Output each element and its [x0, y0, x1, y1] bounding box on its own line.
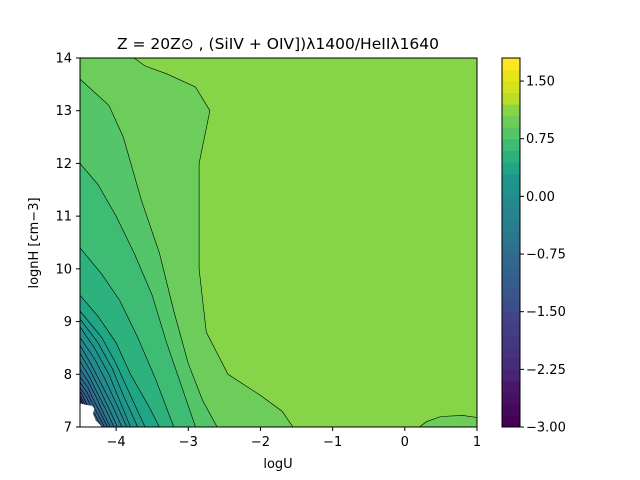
colorbar: [501, 57, 521, 428]
colorbar-segment: [502, 81, 520, 94]
plot-frame: [79, 57, 478, 428]
y-tick-label: 12: [55, 157, 72, 172]
chart-title: Z = 20Z⊙ , (SiIV + OIV])λ1400/HeIIλ1640: [117, 35, 439, 53]
y-tick-label: 7: [64, 421, 72, 436]
colorbar-segment: [502, 346, 520, 359]
colorbar-segment: [502, 242, 520, 255]
blank-region: [80, 403, 102, 427]
y-tick-label: 14: [55, 52, 72, 67]
colorbar-tick-label: −1.50: [526, 305, 566, 320]
colorbar-segment: [502, 207, 520, 220]
colorbar-segment: [502, 311, 520, 324]
colorbar-segment: [502, 184, 520, 197]
y-tick-label: 8: [64, 368, 72, 383]
colorbar-segment: [502, 300, 520, 313]
x-tick-label: −1: [323, 435, 342, 450]
x-tick-label: 1: [473, 435, 481, 450]
colorbar-segment: [502, 115, 520, 128]
colorbar-segment: [502, 58, 520, 71]
colorbar-segment: [502, 196, 520, 209]
y-tick-label: 9: [64, 315, 72, 330]
y-ticks: 7 8 9 10 11 12 13 14: [55, 52, 80, 436]
colorbar-segment: [502, 392, 520, 405]
colorbar-segment: [502, 104, 520, 117]
y-tick-label: 10: [55, 262, 72, 277]
x-axis-label: logU: [263, 457, 292, 472]
colorbar-segment: [502, 127, 520, 140]
colorbar-segment: [502, 265, 520, 278]
colorbar-segment: [502, 92, 520, 105]
colorbar-segment: [502, 323, 520, 336]
colorbar-segment: [502, 277, 520, 290]
colorbar-segment: [502, 380, 520, 393]
colorbar-tick-label: 0.00: [526, 190, 555, 205]
x-tick-label: −4: [107, 435, 126, 450]
colorbar-segment: [502, 230, 520, 243]
colorbar-tick-label: 0.75: [526, 132, 555, 147]
colorbar-segment: [502, 415, 520, 428]
colorbar-segment: [502, 288, 520, 301]
colorbar-segment: [502, 403, 520, 416]
x-tick-label: −3: [179, 435, 198, 450]
colorbar-segment: [502, 334, 520, 347]
colorbar-segment: [502, 138, 520, 151]
colorbar-tick-label: 1.50: [526, 75, 555, 90]
colorbar-tick-label: −3.00: [526, 421, 566, 436]
y-tick-label: 13: [55, 104, 72, 119]
y-axis-label: lognH [cm−3]: [27, 197, 42, 288]
colorbar-segment: [502, 161, 520, 174]
colorbar-segment: [502, 150, 520, 163]
colorbar-segment: [502, 357, 520, 370]
contour-bands: [79, 57, 478, 428]
colorbar-segment: [502, 369, 520, 382]
colorbar-ticks: −3.00 −2.25 −1.50 −0.75 0.00 0.75 1.50: [520, 75, 566, 436]
colorbar-segment: [502, 173, 520, 186]
x-tick-label: −2: [251, 435, 270, 450]
x-tick-label: 0: [401, 435, 409, 450]
colorbar-segment: [502, 219, 520, 232]
y-tick-label: 11: [55, 210, 72, 225]
colorbar-segment: [502, 254, 520, 267]
colorbar-frame: [501, 57, 521, 428]
colorbar-tick-label: −0.75: [526, 248, 566, 263]
colorbar-segment: [502, 69, 520, 82]
colorbar-tick-label: −2.25: [526, 363, 566, 378]
x-ticks: −4 −3 −2 −1 0 1: [107, 427, 481, 450]
